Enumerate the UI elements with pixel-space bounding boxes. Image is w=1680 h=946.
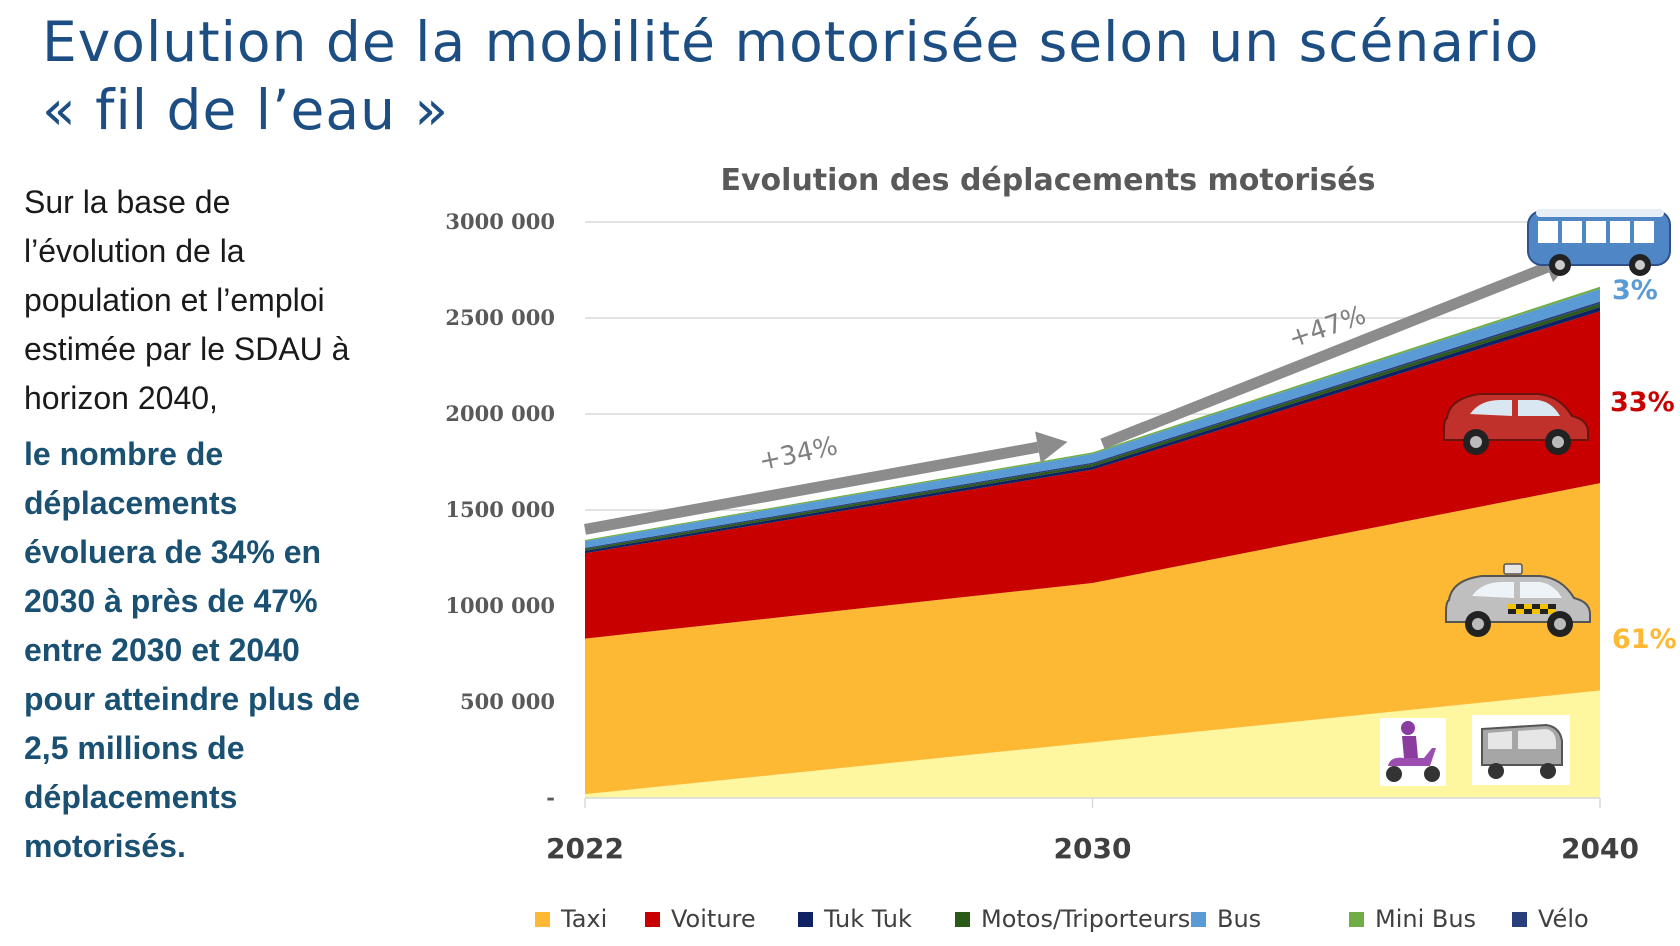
x-tick-label: 2040 [1561,832,1639,865]
highlight-line: évoluera de 34% en [24,534,322,570]
y-tick-label: 1000 000 [445,593,555,618]
highlight-line: déplacements [24,779,238,815]
chart-title: Evolution des déplacements motorisés [721,163,1376,198]
x-tick-label: 2030 [1054,832,1132,865]
highlight-line: motorisés. [24,828,186,864]
legend-swatch [1349,912,1364,927]
growth-arrow-head [1035,431,1068,463]
highlight-line: 2030 à près de 47% [24,583,318,619]
legend-swatch [798,912,813,927]
legend-label: Taxi [560,905,607,933]
highlight-text: le nombre de déplacements évoluera de 34… [24,430,424,871]
y-tick-label: 2500 000 [445,305,555,330]
legend-label: Mini Bus [1375,905,1476,933]
tuk-tuk-icon [1472,715,1570,785]
legend-label: Tuk Tuk [823,905,912,933]
taxi-icon [1445,563,1591,637]
growth-label-2030: +34% [756,431,840,477]
legend-swatch [1512,912,1527,927]
y-axis-ticks: - 500 000 1000 000 1500 000 2000 000 2500 000… [445,209,555,810]
highlight-line: pour atteindre plus de [24,681,361,717]
highlight-line: 2,5 millions de [24,730,245,766]
intro-line: estimée par le SDAU à [24,331,350,367]
intro-line: l’évolution de la [24,233,245,269]
share-label-voiture: 33% [1610,387,1675,418]
y-tick-label: 500 000 [460,689,555,714]
intro-text: Sur la base de l’évolution de la populat… [24,178,424,423]
share-label-bus: 3% [1612,275,1658,306]
x-tick-label: 2022 [546,832,624,865]
legend-swatch [955,912,970,927]
legend-label: Bus [1217,905,1261,933]
growth-arrow-shaft [1100,262,1550,449]
page-title-line-1: Evolution de la mobilité motorisée selon… [42,10,1540,74]
growth-arrow-shaft [584,441,1039,535]
y-tick-label: 2000 000 [445,401,555,426]
highlight-line: entre 2030 et 2040 [24,632,300,668]
legend-swatch [645,912,660,927]
area-taxi [585,483,1600,795]
share-label-taxi: 61% [1612,624,1677,655]
legend: Taxi Voiture Tuk Tuk Motos/Triporteurs Bus Mi… [535,905,1589,933]
legend-swatch [535,912,550,927]
car-icon [1443,393,1589,455]
legend-label: Motos/Triporteurs [981,905,1190,933]
area-base [585,690,1600,798]
y-tick-label: 1500 000 [445,497,555,522]
page-title: Evolution de la mobilité motorisée selon… [42,8,1662,144]
scooter-icon [1380,718,1446,786]
legend-label: Vélo [1538,905,1589,933]
bus-icon [1527,209,1671,276]
y-tick-label: - [546,785,555,810]
intro-line: population et l’emploi [24,282,325,318]
intro-line: Sur la base de [24,184,231,220]
x-axis-ticks: 2022 2030 2040 [546,797,1639,865]
legend-label: Voiture [671,905,756,933]
page-title-line-2: « fil de l’eau » [42,78,450,142]
area-voiture [585,311,1600,639]
legend-swatch [1191,912,1206,927]
highlight-line: le nombre de [24,436,224,472]
intro-line: horizon 2040, [24,380,218,416]
area-series [585,286,1600,798]
y-tick-label: 3000 000 [445,209,555,234]
highlight-line: déplacements [24,485,238,521]
